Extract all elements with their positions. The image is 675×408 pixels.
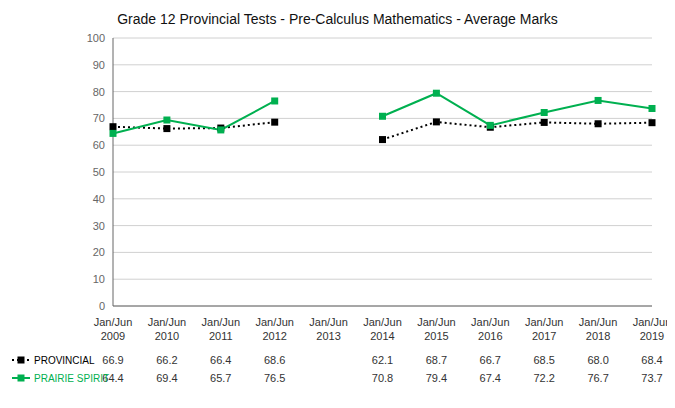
svg-text:66.7: 66.7 xyxy=(480,354,501,366)
svg-text:Jan/Jun: Jan/Jun xyxy=(309,316,348,328)
svg-text:80: 80 xyxy=(93,86,105,98)
svg-text:70.8: 70.8 xyxy=(372,372,393,384)
svg-text:2016: 2016 xyxy=(478,330,502,342)
svg-text:60: 60 xyxy=(93,139,105,151)
svg-text:66.2: 66.2 xyxy=(156,354,177,366)
svg-text:PROVINCIAL: PROVINCIAL xyxy=(34,355,95,366)
svg-text:68.4: 68.4 xyxy=(641,354,662,366)
svg-text:50: 50 xyxy=(93,166,105,178)
svg-text:2014: 2014 xyxy=(370,330,394,342)
svg-text:62.1: 62.1 xyxy=(372,354,393,366)
svg-text:2013: 2013 xyxy=(316,330,340,342)
svg-text:66.9: 66.9 xyxy=(102,354,123,366)
svg-text:2009: 2009 xyxy=(101,330,125,342)
svg-text:PRAIRIE SPIRIT: PRAIRIE SPIRIT xyxy=(34,373,109,384)
svg-text:68.6: 68.6 xyxy=(264,354,285,366)
svg-text:68.0: 68.0 xyxy=(587,354,608,366)
svg-text:68.7: 68.7 xyxy=(426,354,447,366)
svg-text:Jan/Jun: Jan/Jun xyxy=(525,316,564,328)
svg-text:10: 10 xyxy=(93,273,105,285)
svg-text:Jan/Jun: Jan/Jun xyxy=(579,316,618,328)
svg-text:2012: 2012 xyxy=(262,330,286,342)
svg-text:Jan/Jun: Jan/Jun xyxy=(363,316,402,328)
svg-text:66.4: 66.4 xyxy=(210,354,231,366)
svg-text:67.4: 67.4 xyxy=(480,372,501,384)
svg-text:Jan/Jun: Jan/Jun xyxy=(255,316,294,328)
svg-text:70: 70 xyxy=(93,112,105,124)
svg-text:2011: 2011 xyxy=(209,330,233,342)
svg-text:68.5: 68.5 xyxy=(533,354,554,366)
svg-text:72.2: 72.2 xyxy=(533,372,554,384)
svg-text:2015: 2015 xyxy=(424,330,448,342)
svg-text:79.4: 79.4 xyxy=(426,372,447,384)
svg-text:20: 20 xyxy=(93,246,105,258)
svg-text:Jan/Jun: Jan/Jun xyxy=(417,316,456,328)
svg-text:30: 30 xyxy=(93,220,105,232)
svg-text:73.7: 73.7 xyxy=(641,372,662,384)
svg-text:76.5: 76.5 xyxy=(264,372,285,384)
svg-text:76.7: 76.7 xyxy=(587,372,608,384)
svg-text:64.4: 64.4 xyxy=(102,372,124,384)
svg-text:69.4: 69.4 xyxy=(156,372,177,384)
svg-text:Jan/Jun: Jan/Jun xyxy=(471,316,510,328)
svg-text:Jan/Jun: Jan/Jun xyxy=(94,316,133,328)
html-text:Grade 12 Provincial Tests - Pr: Grade 12 Provincial Tests - Pre-Calculus… xyxy=(117,11,558,27)
svg-text:65.7: 65.7 xyxy=(210,372,231,384)
svg-text:2019: 2019 xyxy=(640,330,664,342)
svg-text:100: 100 xyxy=(87,32,105,44)
svg-text:2017: 2017 xyxy=(532,330,556,342)
svg-text:Jan/Jun: Jan/Jun xyxy=(633,316,667,328)
svg-text:Jan/Jun: Jan/Jun xyxy=(202,316,241,328)
svg-text:Jan/Jun: Jan/Jun xyxy=(148,316,187,328)
svg-text:0: 0 xyxy=(99,300,105,312)
svg-text:40: 40 xyxy=(93,193,105,205)
svg-text:2010: 2010 xyxy=(155,330,179,342)
svg-text:90: 90 xyxy=(93,59,105,71)
svg-text:2018: 2018 xyxy=(586,330,610,342)
